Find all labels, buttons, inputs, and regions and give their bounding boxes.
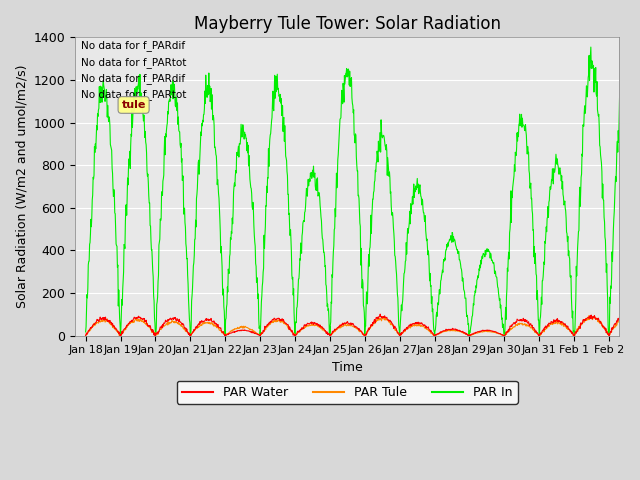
Text: No data for f_PARdif: No data for f_PARdif xyxy=(81,73,185,84)
Title: Mayberry Tule Tower: Solar Radiation: Mayberry Tule Tower: Solar Radiation xyxy=(194,15,500,33)
Text: tule: tule xyxy=(122,100,146,110)
Text: No data for f_PARtot: No data for f_PARtot xyxy=(81,57,186,68)
Text: No data for f_PARtot: No data for f_PARtot xyxy=(81,90,186,100)
Y-axis label: Solar Radiation (W/m2 and umol/m2/s): Solar Radiation (W/m2 and umol/m2/s) xyxy=(15,65,28,308)
X-axis label: Time: Time xyxy=(332,361,363,374)
Legend: PAR Water, PAR Tule, PAR In: PAR Water, PAR Tule, PAR In xyxy=(177,381,518,404)
Text: No data for f_PARdif: No data for f_PARdif xyxy=(81,40,185,51)
